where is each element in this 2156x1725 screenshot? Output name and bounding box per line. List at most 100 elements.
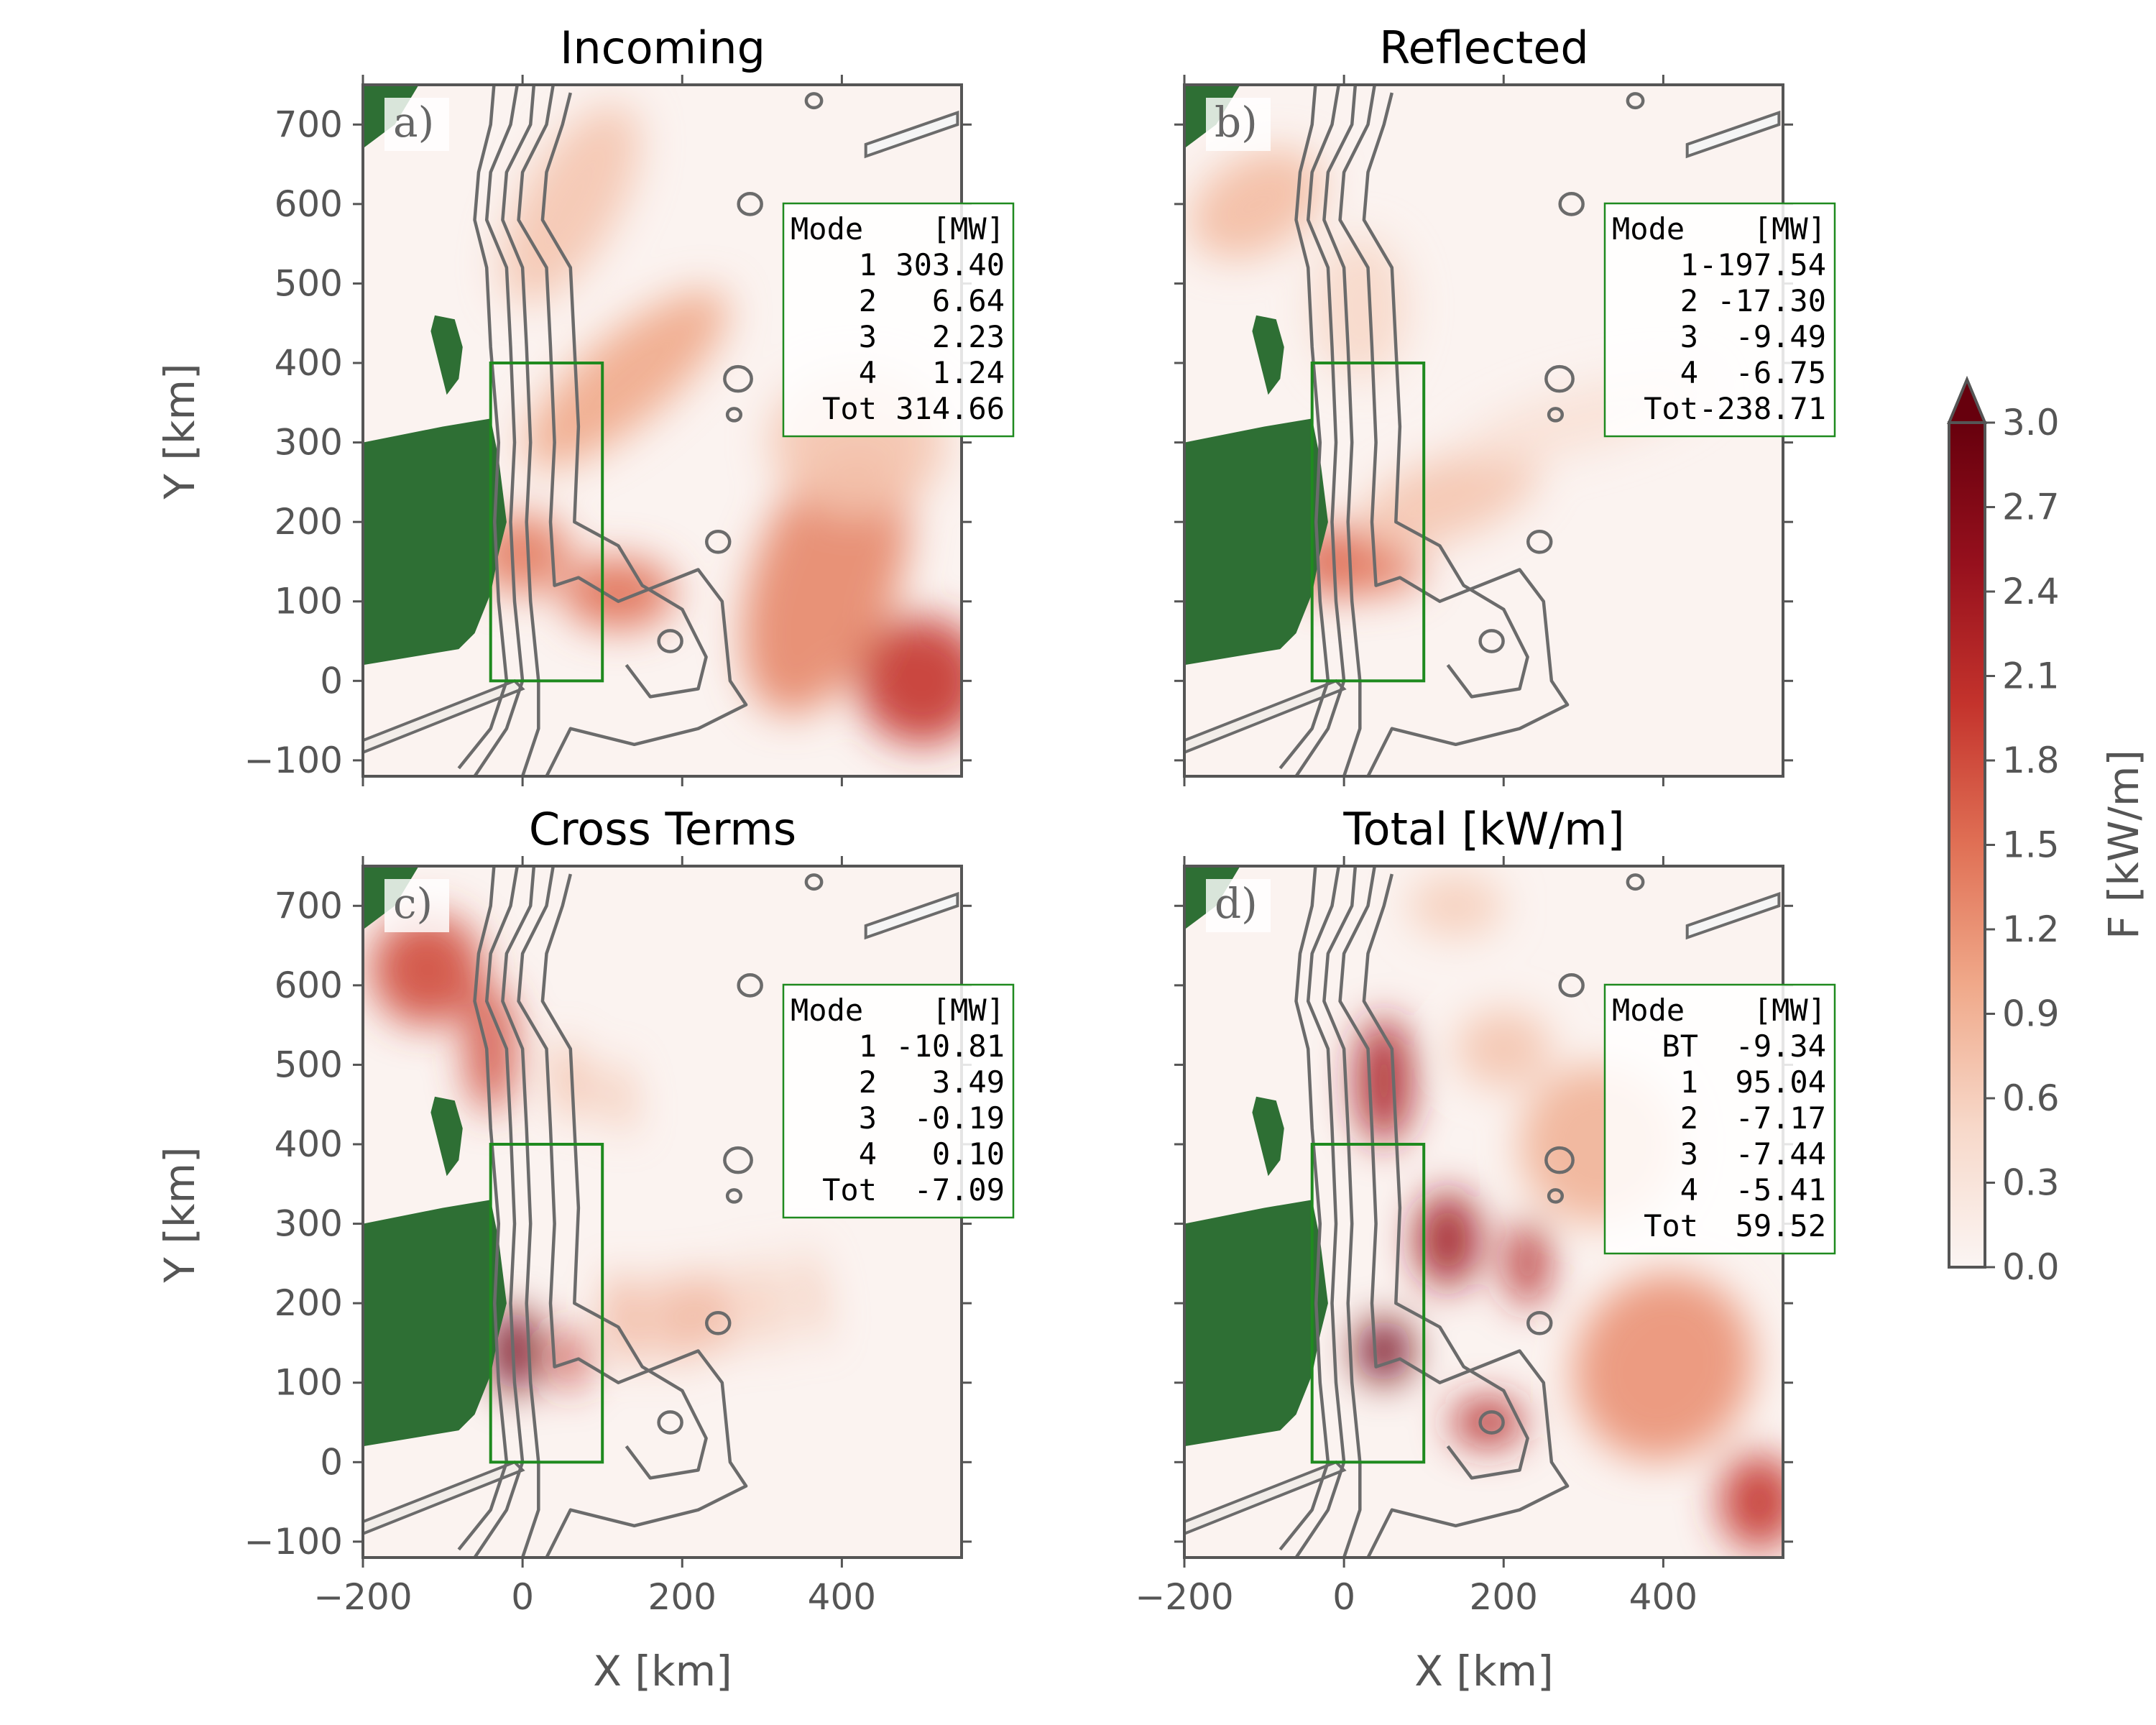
heatmap-blob — [857, 617, 962, 745]
heatmap-blob — [1189, 149, 1323, 259]
y-tick-label: 300 — [275, 422, 343, 464]
flux-table-header-unit: [MW] — [1754, 993, 1826, 1028]
bathymetry-contour — [1322, 866, 1362, 1558]
land-mask — [1184, 418, 1328, 666]
heatmap-blob — [556, 1327, 585, 1391]
flux-table-mode: 1 — [859, 1029, 877, 1064]
flux-table-mode: 1 — [1680, 247, 1698, 282]
colorbar-extend-arrow — [1947, 375, 1987, 424]
y-tick-label: 600 — [275, 965, 343, 1006]
flux-table-mode: Tot — [822, 391, 877, 426]
flux-table-mode: 3 — [1680, 319, 1698, 354]
flux-table-value: 2.23 — [932, 319, 1005, 354]
flux-table-mode: 1 — [859, 247, 877, 282]
heatmap-blob — [795, 1248, 825, 1343]
y-tick-label: 300 — [275, 1203, 343, 1245]
x-tick-label: 400 — [808, 1576, 876, 1618]
bathymetry-contour — [1294, 85, 1346, 776]
flux-table-mode: 4 — [859, 355, 877, 390]
colorbar: 0.0 0.3 0.6 0.9 1.2 1.5 1.8 2.1 2.4 2.7 3.0 — [1947, 375, 2060, 1288]
y-tick-label: 500 — [275, 262, 343, 304]
analysis-box — [1310, 1143, 1426, 1464]
land-mask — [430, 1096, 463, 1177]
flux-table-value: -9.34 — [1736, 1029, 1826, 1064]
flux-table-header-unit: [MW] — [1754, 211, 1826, 247]
bathymetry-contour — [1626, 92, 1645, 110]
flux-table-mode: 3 — [859, 1100, 877, 1136]
flux-table-mode: Tot — [1644, 391, 1698, 426]
flux-table-value: -7.17 — [1736, 1100, 1826, 1136]
colorbar-tick-label: 0.9 — [2002, 993, 2060, 1035]
bathymetry-contour — [1362, 92, 1529, 699]
flux-table-value: 1.24 — [932, 355, 1005, 390]
heatmap-field — [363, 866, 962, 1558]
heatmap-blob — [609, 1271, 643, 1366]
flux-table-mode: 4 — [1680, 355, 1698, 390]
xlabel-left: X [km] — [593, 1647, 732, 1696]
panel-letter-bg — [1206, 879, 1271, 932]
colorbar-tick-label: 2.7 — [2002, 487, 2060, 528]
bathymetry-contour — [657, 1410, 683, 1435]
y-tick-label: 100 — [275, 581, 343, 622]
flux-table-value: 314.66 — [895, 391, 1005, 426]
bathymetry-contour — [517, 866, 748, 1558]
bathymetry-contour — [804, 92, 824, 110]
flux-table-value: -238.71 — [1699, 391, 1826, 426]
heatmap-blob — [1719, 1454, 1783, 1550]
bathymetry-contour — [1558, 192, 1585, 216]
flux-table-mode: 2 — [1680, 1100, 1698, 1136]
bathymetry-contour — [457, 85, 509, 770]
panel-title-d: Total [kW/m] — [1342, 803, 1624, 855]
y-tick-label: 700 — [275, 104, 343, 145]
heatmap-blob — [1573, 1273, 1754, 1460]
panel-title-c: Cross Terms — [529, 803, 796, 855]
panel-cross-terms: −200 0 200 400 −100 0 100 200 300 400 500 600 700 c) M… — [244, 856, 1015, 1618]
flux-table-header-unit: [MW] — [932, 993, 1005, 1028]
flux-table-mode: Tot — [822, 1172, 877, 1208]
bathymetry-contour — [501, 866, 540, 1558]
analysis-box — [1310, 362, 1426, 683]
bathymetry-contour — [473, 866, 525, 1558]
land-mask — [1252, 1096, 1284, 1177]
bathymetry-contour — [1338, 85, 1570, 776]
land-mask — [1252, 315, 1284, 395]
flux-table-header-mode: Mode — [1612, 211, 1685, 247]
panel-letter: a) — [393, 98, 434, 147]
heatmap-blob — [524, 290, 729, 468]
bathymetry-contour — [705, 529, 732, 554]
channel-outline — [363, 678, 525, 754]
heatmap-blob — [1455, 1009, 1552, 1089]
xlabel-right: X [km] — [1414, 1647, 1554, 1696]
analysis-box — [489, 1143, 604, 1464]
bathymetry-contour — [1279, 866, 1330, 1551]
heatmap-blob — [1507, 1220, 1548, 1307]
flux-table-value: 0.10 — [932, 1136, 1005, 1172]
colorbar-tick-label: 0.3 — [2002, 1162, 2060, 1204]
flux-table-mode: 2 — [859, 1064, 877, 1100]
panel-letter-bg — [384, 879, 449, 932]
bathymetry-contour — [1338, 866, 1570, 1558]
heatmap-blob — [1452, 1398, 1524, 1447]
flux-table-mode: 2 — [1680, 283, 1698, 318]
y-tick-label: 200 — [275, 501, 343, 543]
bathymetry-contour — [1478, 629, 1505, 653]
bathymetry-contour — [517, 85, 748, 776]
heatmap-blob — [604, 1061, 632, 1132]
flux-table-mode: 4 — [859, 1136, 877, 1172]
land-mask — [430, 315, 463, 395]
land-mask — [363, 1200, 507, 1447]
x-tick-label: 400 — [1629, 1576, 1697, 1618]
channel-outline — [864, 891, 959, 940]
flux-table-value: -7.09 — [914, 1172, 1005, 1208]
land-mask — [363, 418, 507, 666]
bathymetry-contour — [1626, 873, 1645, 891]
bathymetry-contour — [737, 192, 763, 216]
bathymetry-contour — [1547, 407, 1565, 423]
panel-reflected: b) Mode [MW] 1 -197.542 -17.30 3 -9.49 4 -6.75 Tot… — [1174, 75, 1836, 786]
flux-table-value: -10.81 — [895, 1029, 1005, 1064]
colorbar-tick-label: 2.4 — [2002, 571, 2060, 612]
bathymetry-contour — [1544, 1146, 1575, 1174]
flux-table — [1603, 983, 1836, 1255]
heatmap-field — [1184, 866, 1783, 1558]
y-tick-label: 700 — [275, 885, 343, 926]
